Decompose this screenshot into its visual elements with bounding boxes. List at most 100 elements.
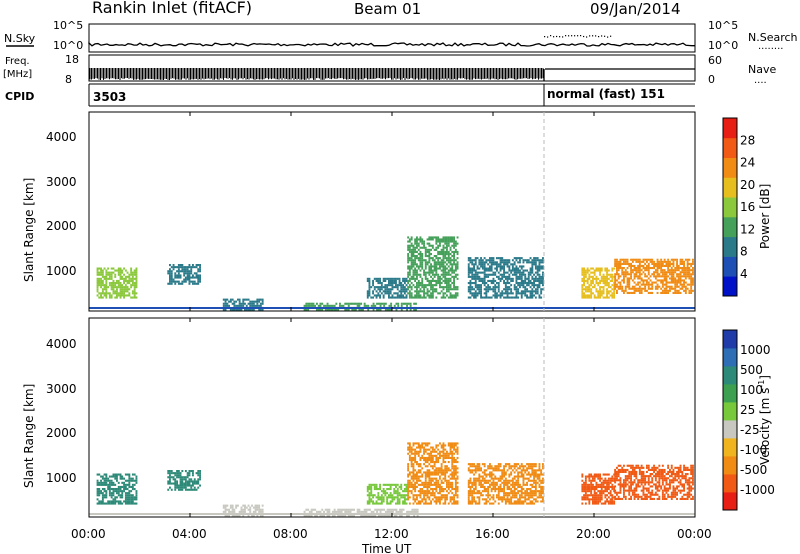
echo-cell (423, 271, 425, 274)
echo-cell (522, 481, 525, 484)
echo-cell (167, 282, 170, 285)
echo-cell (176, 486, 178, 489)
echo-cell (442, 267, 445, 270)
echo-cell (101, 271, 104, 274)
echo-cell (430, 454, 432, 457)
echo-cell (400, 282, 403, 285)
echo-cell (407, 479, 410, 482)
echo-cell (476, 477, 479, 480)
echo-cell (112, 267, 115, 270)
echo-cell (403, 488, 406, 491)
echo-cell (193, 280, 196, 283)
echo-cell (135, 496, 138, 499)
echo-cell (117, 485, 120, 488)
echo-cell (515, 492, 518, 495)
echo-cell (542, 288, 544, 291)
echo-cell (435, 271, 438, 274)
echo-cell (414, 271, 417, 274)
echo-cell (506, 286, 509, 289)
echo-cell (467, 494, 470, 497)
echo-cell (123, 490, 125, 493)
echo-cell (593, 277, 596, 280)
echo-cell (540, 290, 543, 293)
echo-cell (536, 284, 539, 287)
echo-cell (638, 281, 641, 284)
echo-cell (583, 488, 585, 491)
echo-cell (195, 472, 198, 475)
echo-cell (419, 459, 422, 462)
echo-cell (617, 273, 620, 276)
search-noise-dot (553, 36, 555, 38)
echo-cell (633, 273, 636, 276)
echo-cell (386, 510, 389, 513)
echo-cell (414, 500, 417, 503)
echo-cell (656, 260, 659, 263)
echo-cell (96, 286, 99, 289)
echo-cell (581, 483, 584, 486)
echo-cell (519, 273, 521, 276)
echo-cell (506, 265, 509, 268)
power-ylabel: Slant Range [km] (22, 178, 36, 282)
echo-cell (414, 286, 417, 289)
echo-cell (386, 508, 389, 511)
echo-cell (442, 452, 445, 455)
echo-cell (515, 273, 518, 276)
echo-cell (510, 490, 513, 493)
echo-cell (511, 490, 514, 493)
echo-cell (651, 283, 654, 286)
echo-cell (494, 481, 497, 484)
echo-cell (435, 290, 438, 293)
echo-cell (483, 279, 486, 282)
echo-cell (421, 456, 424, 459)
echo-cell (494, 500, 497, 503)
echo-cell (504, 502, 507, 505)
echo-cell (672, 277, 675, 280)
echo-cell (391, 284, 394, 287)
echo-cell (446, 483, 448, 486)
echo-cell (131, 485, 134, 488)
echo-cell (433, 267, 436, 270)
echo-cell (513, 467, 516, 470)
echo-cell (511, 479, 514, 482)
echo-cell (531, 473, 534, 476)
echo-cell (433, 255, 436, 258)
echo-cell (633, 275, 636, 278)
echo-cell (442, 444, 445, 447)
echo-cell (526, 296, 528, 299)
echo-cell (393, 292, 396, 295)
echo-cell (503, 498, 505, 501)
echo-cell (392, 510, 394, 513)
echo-cell (522, 279, 525, 282)
echo-cell (433, 461, 436, 464)
echo-cell (600, 477, 603, 480)
echo-cell (538, 267, 541, 270)
echo-cell (651, 258, 654, 261)
echo-cell (431, 490, 434, 493)
echo-cell (599, 294, 601, 297)
echo-cell (407, 244, 410, 247)
echo-cell (508, 259, 511, 262)
echo-cell (490, 263, 493, 266)
echo-cell (496, 257, 498, 260)
echo-cell (492, 279, 495, 282)
echo-cell (446, 246, 448, 249)
echo-cell (105, 481, 108, 484)
echo-cell (444, 502, 447, 505)
echo-cell (496, 467, 498, 470)
echo-cell (660, 267, 663, 270)
echo-cell (499, 269, 502, 272)
echo-cell (593, 284, 596, 287)
echo-cell (442, 261, 445, 264)
echo-cell (449, 446, 452, 449)
echo-cell (305, 514, 308, 517)
echo-cell (474, 502, 477, 505)
echo-cell (437, 485, 440, 488)
echo-cell (326, 508, 329, 511)
echo-cell (616, 271, 618, 274)
echo-cell (231, 506, 234, 509)
echo-cell (506, 296, 509, 299)
echo-cell (100, 483, 102, 486)
echo-cell (362, 514, 364, 517)
echo-cell (690, 262, 693, 265)
